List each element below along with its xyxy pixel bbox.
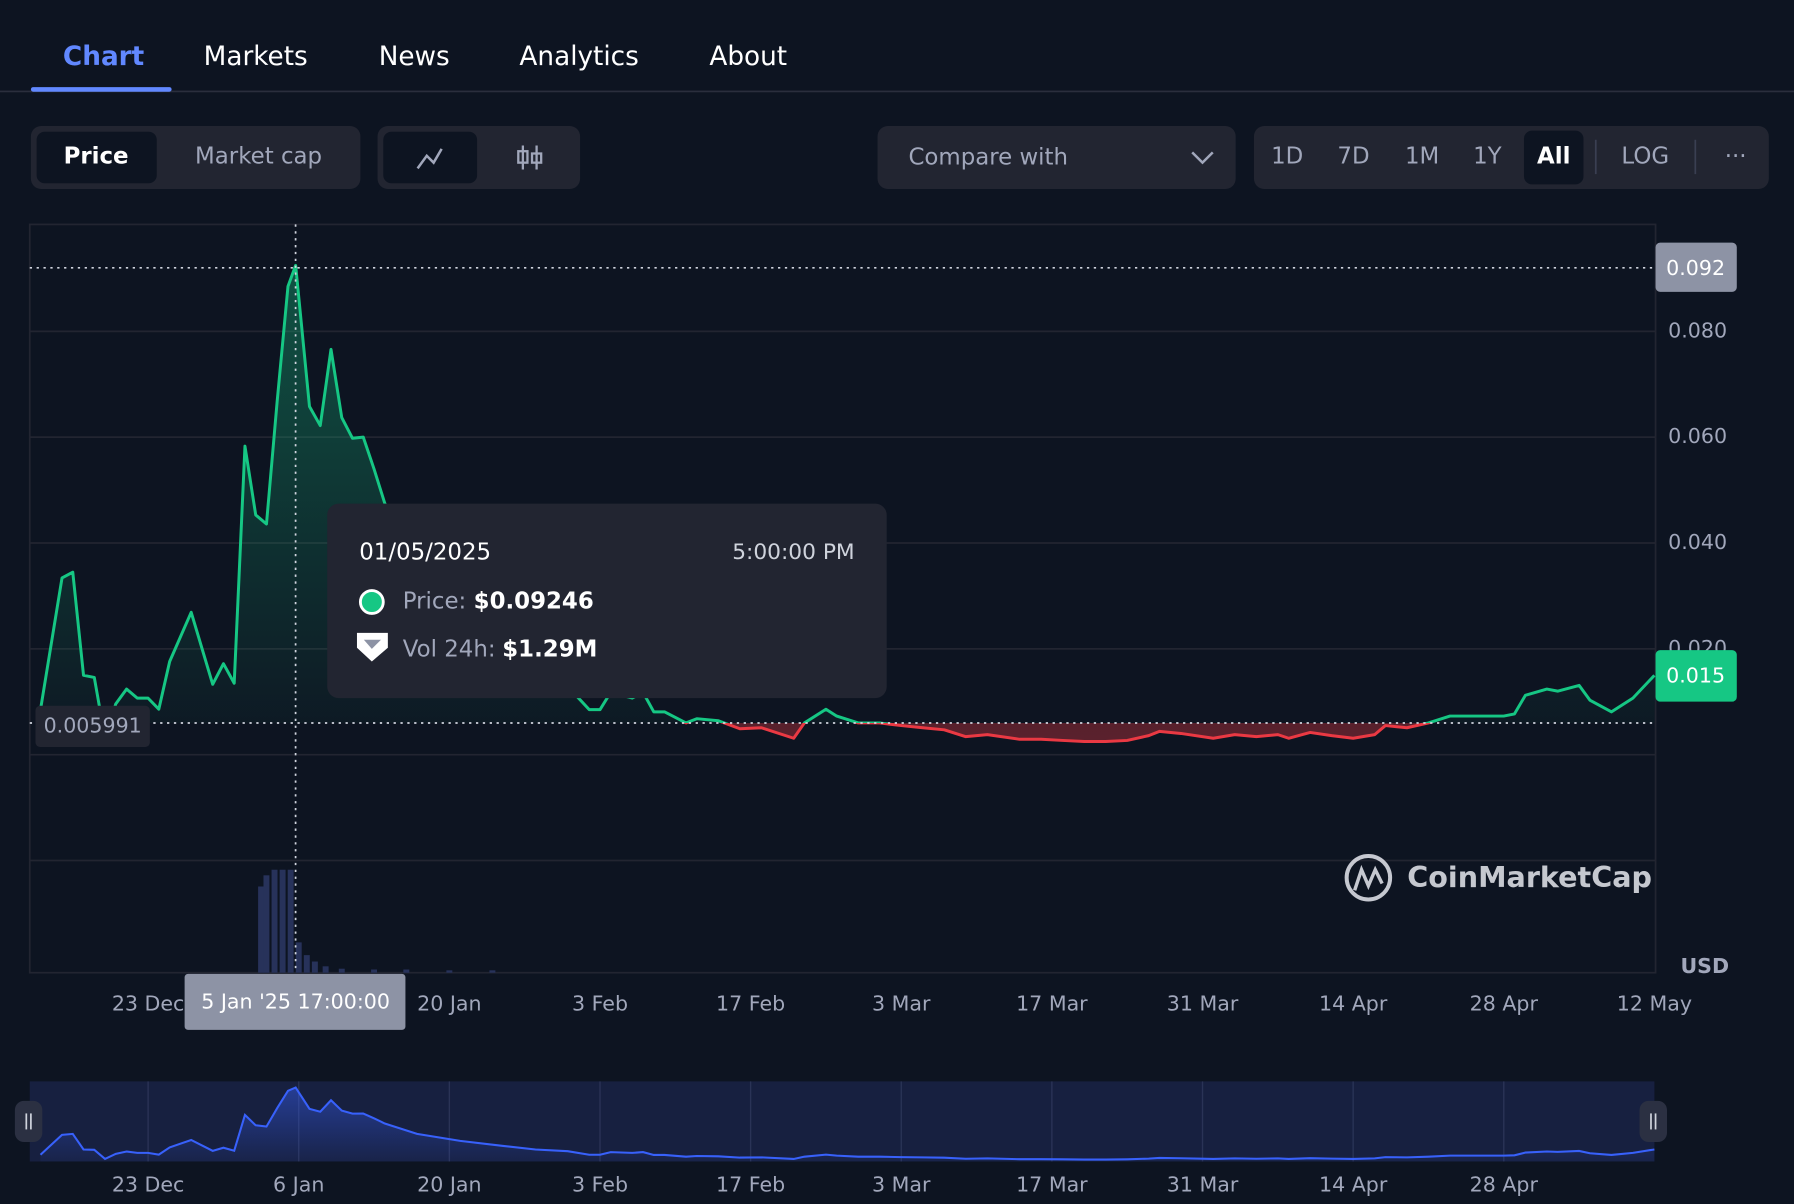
price-button[interactable]: Price bbox=[64, 143, 129, 169]
navigator-handle[interactable] bbox=[14, 1100, 43, 1143]
volume-bar bbox=[279, 869, 286, 973]
x-tick-label: 3 Mar bbox=[872, 992, 931, 1016]
volume-bar bbox=[258, 886, 265, 973]
volume-bar bbox=[295, 942, 302, 973]
tab[interactable]: Chart bbox=[63, 42, 144, 72]
tooltip-price: $0.09246 bbox=[474, 589, 594, 615]
range-button[interactable]: All bbox=[1537, 143, 1570, 169]
price-line-below bbox=[100, 722, 1434, 743]
compare-dropdown[interactable] bbox=[877, 126, 1236, 189]
separator bbox=[1594, 139, 1597, 175]
active-button bbox=[36, 131, 157, 184]
navigator-tick-label: 31 Mar bbox=[1167, 1173, 1239, 1197]
x-tick-label: 12 May bbox=[1617, 992, 1692, 1016]
volume-bar bbox=[371, 969, 378, 973]
volume-bar bbox=[446, 970, 453, 973]
watermark: CoinMarketCap bbox=[1407, 860, 1652, 894]
x-tick-label: 3 Feb bbox=[572, 992, 628, 1016]
navigator-tick-label: 23 Dec bbox=[112, 1173, 185, 1197]
x-tick-label: 17 Feb bbox=[716, 992, 785, 1016]
navigator-handle[interactable] bbox=[1639, 1100, 1668, 1143]
plot-frame bbox=[28, 223, 1657, 974]
navigator-tick-label: 20 Jan bbox=[417, 1173, 481, 1197]
navigator-tick-label: 28 Apr bbox=[1470, 1173, 1539, 1197]
volume-bar bbox=[271, 869, 278, 973]
tooltip bbox=[327, 503, 887, 699]
overlays: 0.092 0.015 0.005991 5 Jan '25 17:00:00 01/0… bbox=[35, 242, 1737, 1030]
tooltip-time: 5:00:00 PM bbox=[732, 540, 854, 565]
navigator-tick-label: 6 Jan bbox=[273, 1173, 324, 1197]
high-badge bbox=[1655, 242, 1737, 292]
volume-bar bbox=[338, 968, 345, 973]
market-cap-button[interactable]: Market cap bbox=[195, 143, 322, 169]
separator bbox=[1694, 139, 1697, 175]
navigator-tick-label: 3 Feb bbox=[572, 1173, 628, 1197]
line-icon bbox=[416, 148, 443, 170]
range-toggle bbox=[1253, 126, 1769, 189]
active-range bbox=[1523, 130, 1584, 185]
crosshair-badge bbox=[184, 973, 406, 1030]
compare-label: Compare with bbox=[908, 145, 1068, 171]
crosshair-label: 5 Jan '25 17:00:00 bbox=[201, 989, 390, 1013]
y-tick-label: 0.040 bbox=[1668, 530, 1727, 554]
volume-bar bbox=[322, 966, 329, 973]
tab[interactable]: News bbox=[379, 42, 450, 72]
high-label: 0.092 bbox=[1666, 256, 1725, 280]
x-tick-label: 17 Mar bbox=[1016, 992, 1088, 1016]
tab-bar: Chart Markets News Analytics About bbox=[0, 42, 1794, 93]
last-label: 0.015 bbox=[1666, 663, 1725, 687]
volume-bar bbox=[287, 869, 294, 973]
tab[interactable]: Markets bbox=[204, 42, 308, 72]
x-tick-label: 28 Apr bbox=[1470, 992, 1539, 1016]
volume-bar bbox=[489, 970, 496, 973]
active-tab-indicator bbox=[30, 87, 172, 92]
navigator-area bbox=[40, 1087, 1655, 1162]
tooltip-price-name: Price: bbox=[403, 589, 467, 615]
tab[interactable]: About bbox=[709, 42, 787, 72]
watermark-logo bbox=[1344, 853, 1393, 902]
baseline-label: 0.005991 bbox=[44, 713, 142, 737]
log-button[interactable]: LOG bbox=[1621, 143, 1669, 169]
tooltip-volume-name: Vol 24h: bbox=[403, 637, 496, 663]
area-below bbox=[102, 722, 1429, 742]
more-button[interactable]: ··· bbox=[1725, 143, 1747, 169]
navigator-tick-label: 17 Feb bbox=[716, 1173, 785, 1197]
range-button[interactable]: 1Y bbox=[1473, 143, 1503, 169]
range-button[interactable]: 7D bbox=[1337, 143, 1369, 169]
volume-icon-inner bbox=[363, 639, 381, 649]
volume-bar bbox=[303, 955, 310, 973]
y-tick-label: 0.080 bbox=[1668, 318, 1727, 342]
candle-icon[interactable] bbox=[517, 145, 543, 170]
price-dot bbox=[358, 589, 385, 615]
toolbar: Price Market cap Compare with 1D 7D 1M 1… bbox=[30, 126, 1769, 189]
baseline-badge bbox=[35, 705, 150, 747]
last-badge bbox=[1655, 650, 1737, 702]
navigator-tick-label: 3 Mar bbox=[872, 1173, 931, 1197]
range-button[interactable]: 1M bbox=[1405, 143, 1439, 169]
tab[interactable]: Analytics bbox=[519, 42, 638, 72]
x-tick-label: 20 Jan bbox=[417, 992, 481, 1016]
volume-bar bbox=[263, 875, 270, 973]
unit-label: USD bbox=[1680, 954, 1729, 978]
tooltip-date: 01/05/2025 bbox=[359, 539, 491, 565]
price-line bbox=[39, 263, 1656, 723]
x-tick-label: 14 Apr bbox=[1319, 992, 1388, 1016]
range-button[interactable]: 1D bbox=[1271, 143, 1303, 169]
navigator-tick-label: 17 Mar bbox=[1016, 1173, 1088, 1197]
watermark-logo bbox=[1353, 864, 1384, 891]
volume-bar bbox=[311, 961, 318, 973]
chevron bbox=[1191, 151, 1214, 165]
navigator-tick-label: 14 Apr bbox=[1319, 1173, 1388, 1197]
x-tick-label: 31 Mar bbox=[1167, 992, 1239, 1016]
navigator: 23 Dec 6 Jan 20 Jan 3 Feb 17 Feb 3 Mar 17 Mar 3… bbox=[14, 1081, 1668, 1197]
y-tick-label: 0.060 bbox=[1668, 424, 1727, 448]
tooltip-volume: $1.29M bbox=[502, 637, 597, 663]
navigator-line bbox=[39, 1086, 1655, 1161]
volume-bar bbox=[403, 969, 410, 973]
divider bbox=[0, 90, 1794, 93]
x-tick-label: 23 Dec bbox=[112, 992, 185, 1016]
